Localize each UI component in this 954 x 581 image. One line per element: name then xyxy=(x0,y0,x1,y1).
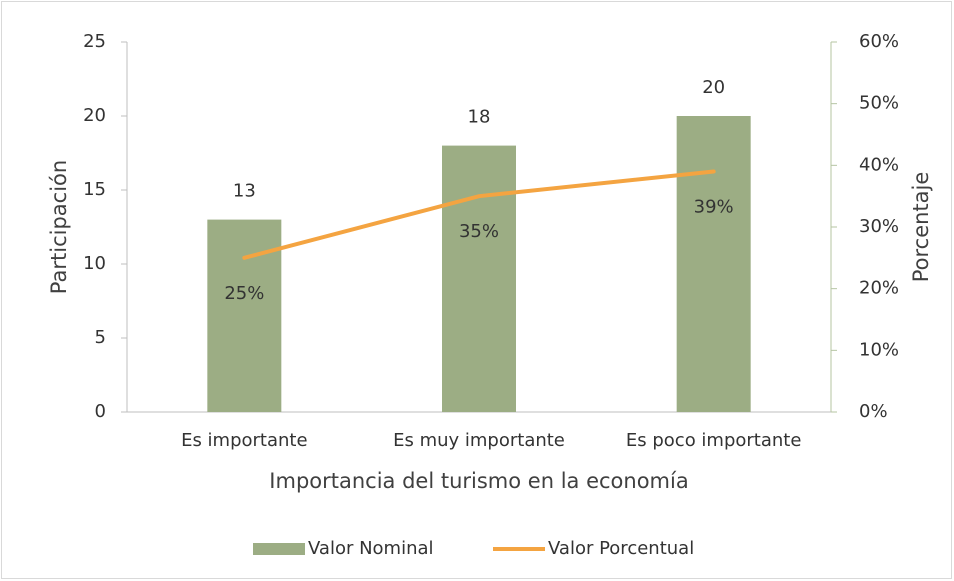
x-tick-label: Es muy importante xyxy=(393,430,565,451)
x-axis-label: Importancia del turismo en la economía xyxy=(269,469,688,493)
bar-value-label: 18 xyxy=(468,107,491,128)
line-value-label: 35% xyxy=(459,221,499,242)
legend-label: Valor Porcentual xyxy=(548,538,694,559)
y-tick-label: 25 xyxy=(83,31,106,52)
y-tick-label: 10 xyxy=(83,253,106,274)
bar-value-label: 20 xyxy=(702,77,725,98)
y2-tick-label: 60% xyxy=(859,31,899,52)
y-axis-label: Participación xyxy=(47,160,71,294)
y-tick-label: 0 xyxy=(95,401,106,422)
x-tick-label: Es importante xyxy=(181,430,307,451)
y2-tick-label: 20% xyxy=(859,278,899,299)
y2-tick-label: 40% xyxy=(859,154,899,175)
legend-label: Valor Nominal xyxy=(308,538,434,559)
bar xyxy=(442,145,516,412)
y2-tick-label: 10% xyxy=(859,339,899,360)
line xyxy=(242,169,716,260)
y2-tick-label: 0% xyxy=(859,401,888,422)
line-value-label: 25% xyxy=(224,283,264,304)
y-tick-label: 20 xyxy=(83,105,106,126)
line-value-label: 39% xyxy=(694,197,734,218)
y-tick-label: 15 xyxy=(83,179,106,200)
y2-tick-label: 50% xyxy=(859,93,899,114)
y-tick-label: 5 xyxy=(95,327,106,348)
legend-swatch xyxy=(253,543,305,555)
bar xyxy=(207,219,282,412)
bar-value-label: 13 xyxy=(233,181,256,202)
bar xyxy=(676,116,751,412)
x-tick-label: Es poco importante xyxy=(626,430,802,451)
y2-tick-label: 30% xyxy=(859,216,899,237)
y2-axis-label: Porcentaje xyxy=(909,172,933,283)
